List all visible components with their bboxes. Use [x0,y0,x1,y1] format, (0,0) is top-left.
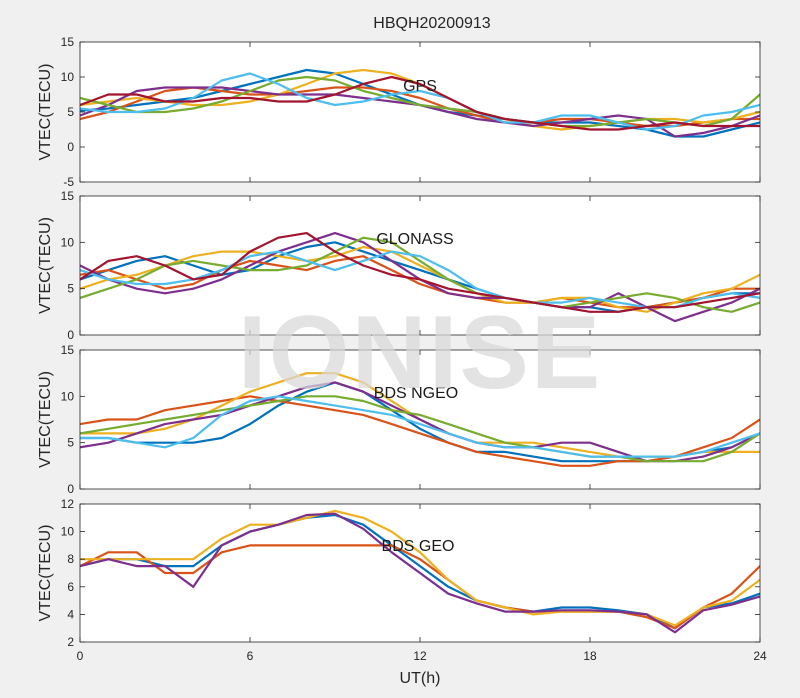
panel-annotation: BDS GEO [382,538,455,555]
series-group [80,232,760,323]
y-tick-label: 10 [61,525,75,539]
series-group [80,372,760,467]
y-tick-label: 5 [67,282,74,296]
series-line-5 [80,395,760,463]
y-tick-label: 10 [61,389,75,403]
y-tick-label: 0 [67,328,74,342]
y-tick-label: 6 [67,580,74,594]
panel-annotation: GLONASS [376,231,453,248]
series-line-2 [80,544,760,630]
subplot-panels: -5 0 5 10 15 VTEC(TECU) GPS 0 5 10 15 VTEC(TECU) GLO… [37,35,767,663]
x-tick-label: 6 [247,649,254,663]
subplot-2: 0 5 10 15 VTEC(TECU) GLONASS [37,189,761,342]
y-axis-label: VTEC(TECU) [37,217,54,314]
series-line-6 [80,395,760,458]
series-line-6 [80,72,760,131]
y-tick-label: 15 [61,189,75,203]
y-tick-label: 5 [67,436,74,450]
series-line-3 [80,245,760,313]
y-tick-label: 15 [61,35,75,49]
figure-title: HBQH20200913 [373,15,491,32]
series-group [80,509,760,634]
series-group [80,68,760,138]
series-line-7 [80,232,760,313]
series-line-5 [80,75,760,128]
y-tick-label: 0 [67,482,74,496]
y-tick-label: 15 [61,343,75,357]
series-line-4 [80,512,760,634]
y-tick-label: 8 [67,552,74,566]
x-tick-label: 12 [413,649,427,663]
y-tick-label: 5 [67,105,74,119]
subplot-3: 0 5 10 15 VTEC(TECU) BDS NGEO [37,343,761,496]
watermark: IONISE [238,295,603,411]
subplot-1: -5 0 5 10 15 VTEC(TECU) GPS [37,35,761,189]
panel-annotation: GPS [403,78,437,95]
y-axis-label: VTEC(TECU) [37,525,54,622]
axes-background [80,42,760,182]
y-tick-label: 0 [67,140,74,154]
x-axis-label: UT(h) [400,670,441,687]
x-tick-label: 18 [583,649,597,663]
y-tick-label: 10 [61,70,75,84]
x-tick-label: 24 [753,649,767,663]
y-axis-label: VTEC(TECU) [37,371,54,468]
x-tick-label: 0 [77,649,84,663]
y-tick-label: 12 [61,497,75,511]
y-tick-label: 4 [67,607,74,621]
panel-annotation: BDS NGEO [374,385,458,402]
series-line-7 [80,75,760,131]
y-tick-label: -5 [63,175,74,189]
y-axis-label: VTEC(TECU) [37,64,54,161]
y-tick-label: 2 [67,635,74,649]
series-line-5 [80,236,760,313]
y-tick-label: 10 [61,235,75,249]
